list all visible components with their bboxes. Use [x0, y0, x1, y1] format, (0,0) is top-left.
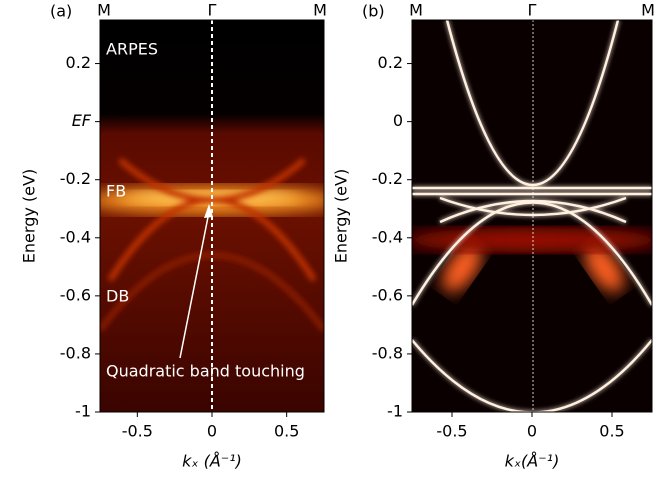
top-label: M	[409, 1, 423, 20]
top-label: M	[313, 1, 327, 20]
x-tick-label: -0.5	[122, 422, 153, 441]
x-tick-label: 0.5	[274, 422, 299, 441]
annotation: Quadratic band touching	[106, 362, 305, 381]
panel-label: (b)	[362, 2, 385, 21]
x-tick-label: -0.5	[436, 422, 467, 441]
y-tick-label: -0.2	[372, 169, 403, 188]
y-tick-label: -0.4	[372, 227, 403, 246]
y-tick-label: -1	[387, 402, 403, 421]
y-tick-label: 0.2	[66, 53, 91, 72]
top-label: Γ	[208, 1, 217, 20]
x-tick-label: 0.5	[599, 422, 624, 441]
x-tick-label: 0	[527, 422, 537, 441]
annotation: FB	[106, 182, 126, 201]
arrow	[179, 211, 210, 359]
y-tick-label: -0.2	[60, 169, 91, 188]
y-tick-label: 0.2	[378, 53, 403, 72]
top-label: M	[641, 1, 655, 20]
y-tick-label: -0.8	[60, 343, 91, 362]
top-label: Γ	[528, 1, 537, 20]
y-tick-label: -0.8	[372, 343, 403, 362]
x-axis-label: kₓ (Å⁻¹)	[182, 452, 242, 471]
theory-map	[412, 20, 652, 412]
y-tick-label: 0	[393, 111, 403, 130]
panel-label: (a)	[50, 2, 72, 21]
annotation: DB	[106, 287, 129, 306]
y-tick-label: -1	[75, 402, 91, 421]
annotation: ARPES	[106, 40, 158, 59]
x-tick-label: 0	[207, 422, 217, 441]
y-axis-label: Energy (eV)	[332, 169, 351, 263]
y-tick-label: -0.6	[372, 285, 403, 304]
y-tick-label: EF	[72, 111, 92, 130]
y-tick-label: -0.6	[60, 285, 91, 304]
arrow-head	[204, 204, 213, 218]
top-label: M	[97, 1, 111, 20]
y-tick-label: -0.4	[60, 227, 91, 246]
x-axis-label: kₓ(Å⁻¹)	[505, 452, 560, 471]
y-axis-label: Energy (eV)	[20, 169, 39, 263]
